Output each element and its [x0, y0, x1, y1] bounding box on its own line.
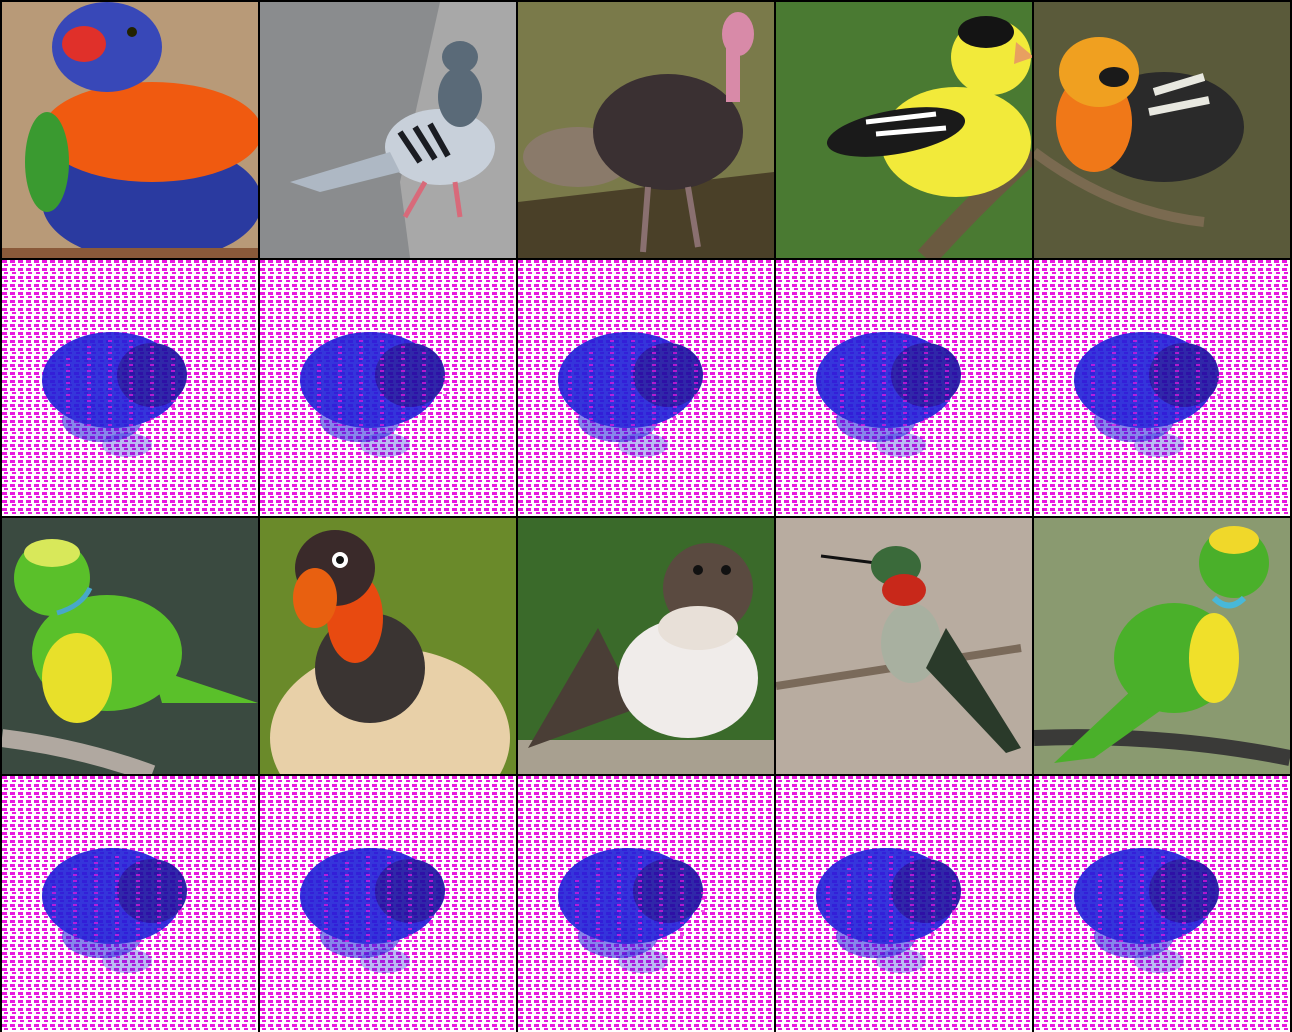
- noise-pattern-5: [1034, 260, 1290, 516]
- noise-pattern-1: [2, 260, 258, 516]
- noise-pattern-2: [260, 260, 516, 516]
- bird-photo-golden-browed-chlorophonia-on-wire: [1034, 518, 1290, 774]
- bird-photo-king-vulture: [260, 518, 516, 774]
- bird-photo-rainbow-lorikeet: [2, 2, 258, 258]
- bird-photo-sand-martin: [518, 518, 774, 774]
- bird-photo-wild-turkey: [518, 2, 774, 258]
- noise-pattern-6: [2, 776, 258, 1032]
- bird-photo-golden-browed-chlorophonia: [2, 518, 258, 774]
- noise-pattern-7: [260, 776, 516, 1032]
- bird-photo-american-goldfinch: [776, 2, 1032, 258]
- bird-photo-ruby-throated-hummingbird: [776, 518, 1032, 774]
- noise-pattern-4: [776, 260, 1032, 516]
- bird-photo-blackburnian-warbler: [1034, 2, 1290, 258]
- noise-pattern-8: [518, 776, 774, 1032]
- noise-pattern-9: [776, 776, 1032, 1032]
- noise-pattern-10: [1034, 776, 1290, 1032]
- bird-photo-rock-pigeon: [260, 2, 516, 258]
- noise-pattern-3: [518, 260, 774, 516]
